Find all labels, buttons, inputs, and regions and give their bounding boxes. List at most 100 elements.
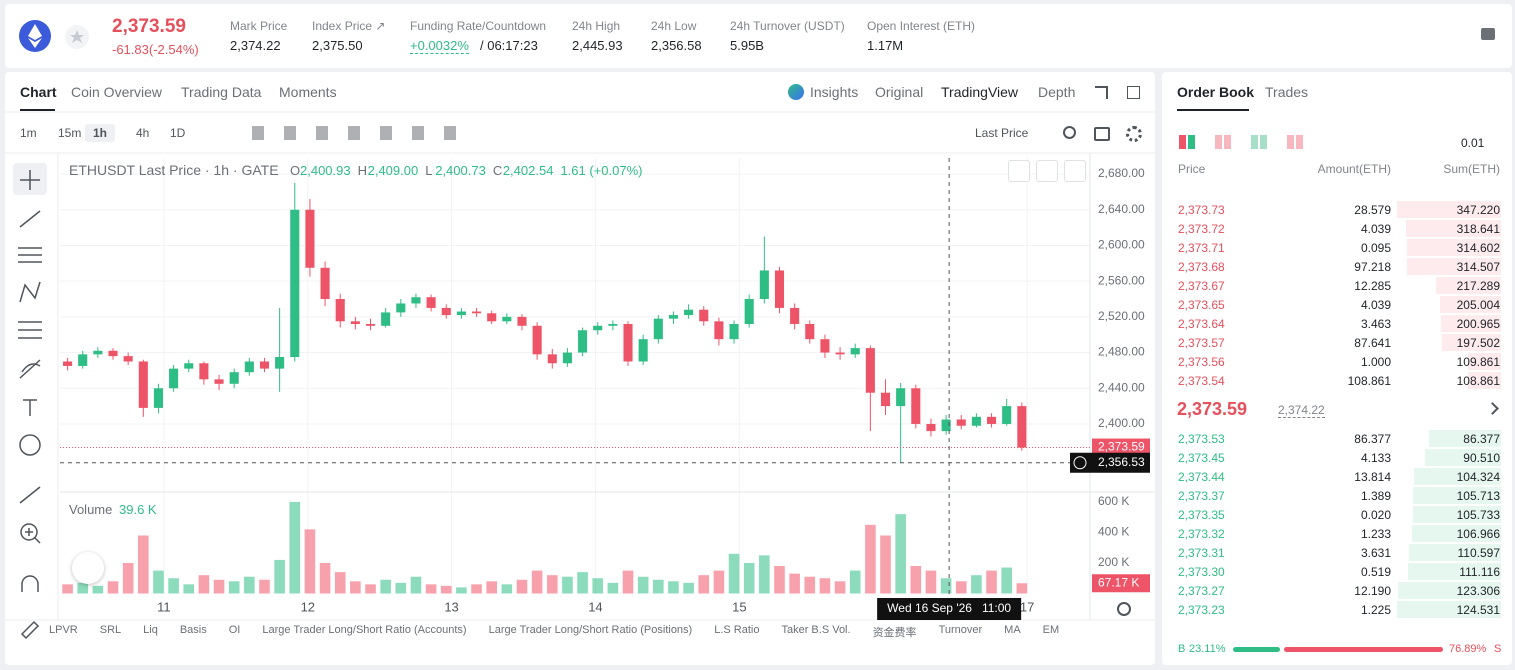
book-amount: 1.233 xyxy=(1360,527,1391,541)
volume-tick-label: 600 K xyxy=(1098,494,1129,508)
indicator-tab[interactable]: Large Trader Long/Short Ratio (Positions… xyxy=(488,624,693,636)
volume-bar xyxy=(743,562,755,594)
view-tab[interactable]: Original xyxy=(875,84,924,100)
volume-bar xyxy=(228,581,240,594)
precision[interactable]: 0.01 xyxy=(1461,136,1485,150)
legend-change: 1.61 (+0.07%) xyxy=(560,163,643,178)
candle-body xyxy=(1017,406,1027,448)
candle-body xyxy=(199,363,209,380)
book-view-toggle[interactable] xyxy=(1179,135,1195,149)
volume-title: Volume xyxy=(69,502,113,517)
indicator-tab[interactable]: OI xyxy=(228,624,241,636)
expand-icon[interactable] xyxy=(1095,86,1108,99)
search-icon[interactable] xyxy=(1063,126,1076,139)
book-tab[interactable]: Trades xyxy=(1265,84,1309,100)
drawing-tools[interactable] xyxy=(13,163,47,640)
stat-value: 2,374.22 xyxy=(230,38,281,53)
book-price: 2,373.45 xyxy=(1178,451,1225,465)
book-amount: 4.133 xyxy=(1360,451,1391,465)
chart-tab[interactable]: Trading Data xyxy=(181,84,262,100)
book-sum: 110.597 xyxy=(1457,546,1501,560)
settings-icon[interactable] xyxy=(1126,126,1142,142)
y-tick-label: 2,640.00 xyxy=(1098,202,1145,216)
volume-bar xyxy=(319,562,331,594)
interval[interactable]: 1m xyxy=(20,126,37,140)
book-sum: 111.116 xyxy=(1459,565,1500,579)
book-view-toggle[interactable] xyxy=(1287,135,1303,149)
view-tab[interactable]: Insights xyxy=(810,84,859,100)
chart-control[interactable] xyxy=(1036,160,1058,182)
volume-bar xyxy=(304,529,316,594)
interval[interactable]: 4h xyxy=(136,126,150,140)
depth-bar xyxy=(1428,430,1501,447)
chart-control[interactable] xyxy=(1008,160,1030,182)
volume-bar xyxy=(834,581,846,594)
book-view-toggle[interactable] xyxy=(1215,135,1231,149)
candle-body xyxy=(138,361,148,408)
book-amount: 86.377 xyxy=(1354,432,1391,446)
indicator-tab[interactable]: Liq xyxy=(143,624,158,636)
volume-bar xyxy=(1016,583,1028,594)
book-price: 2,373.35 xyxy=(1178,508,1225,522)
book-tab[interactable]: Order Book xyxy=(1177,84,1255,100)
candle-body xyxy=(865,348,875,393)
header-menu[interactable] xyxy=(1481,28,1495,40)
indicator-tab[interactable]: MA xyxy=(1004,624,1021,636)
book-price: 2,373.67 xyxy=(1178,279,1225,293)
interval[interactable]: 15m xyxy=(58,126,82,140)
view-tab[interactable]: TradingView xyxy=(941,84,1019,100)
indicator-tab[interactable]: Turnover xyxy=(938,624,983,636)
book-price: 2,373.65 xyxy=(1178,298,1225,312)
y-tick-label: 2,480.00 xyxy=(1098,345,1145,359)
candle-body xyxy=(517,316,527,326)
volume-bar xyxy=(62,584,73,594)
book-view-toggle[interactable] xyxy=(1251,135,1267,149)
book-sum: 109.861 xyxy=(1456,355,1500,369)
indicator-tab[interactable]: 资金费率 xyxy=(872,627,917,639)
volume-bar xyxy=(1001,567,1012,594)
insights-icon xyxy=(788,84,804,100)
indicator-tab[interactable]: SRL xyxy=(99,624,122,636)
book-amount: 0.519 xyxy=(1360,565,1391,579)
chart-tab[interactable]: Chart xyxy=(20,84,57,100)
indicator-tab[interactable]: Basis xyxy=(179,624,207,636)
price-type[interactable]: Last Price xyxy=(975,126,1029,140)
depth-bar xyxy=(1408,563,1501,580)
chart-tab[interactable]: Moments xyxy=(279,84,337,100)
indicator-tab[interactable]: EMA xyxy=(1042,624,1059,636)
stat-value: 2,375.50 xyxy=(312,38,363,53)
indicator-tab[interactable]: LPVR xyxy=(49,624,78,636)
book-sum: 217.289 xyxy=(1456,279,1500,293)
volume-bar xyxy=(380,579,391,594)
camera-icon[interactable] xyxy=(1094,127,1110,141)
volume-bar xyxy=(774,566,785,594)
legend-key: C xyxy=(492,163,503,178)
last-price-tag xyxy=(1092,438,1150,457)
x-tick-label: 12 xyxy=(301,599,315,614)
interval[interactable]: 1h xyxy=(85,124,116,142)
book-sum: 200.965 xyxy=(1456,317,1500,331)
chart-tab[interactable]: Coin Overview xyxy=(71,84,163,100)
volume-bar xyxy=(668,581,679,594)
window-icon[interactable] xyxy=(1127,86,1140,99)
indicator-tab[interactable]: L.S Ratio xyxy=(714,624,760,636)
volume-bar xyxy=(425,584,437,594)
book-amount: 4.039 xyxy=(1360,222,1391,236)
candle-body xyxy=(790,307,800,324)
reset-icon[interactable] xyxy=(1117,602,1131,616)
book-amount: 87.641 xyxy=(1354,336,1391,350)
candle-body xyxy=(971,416,981,426)
stat-value: 5.95B xyxy=(730,38,764,53)
toolbar-icons[interactable] xyxy=(252,126,472,140)
interval[interactable]: 1D xyxy=(170,126,186,140)
chart-control[interactable] xyxy=(1064,160,1086,182)
candle-body xyxy=(562,352,572,364)
view-tab[interactable]: Depth xyxy=(1038,84,1076,100)
column-header: Amount(ETH) xyxy=(1317,162,1391,176)
ticker-bar xyxy=(5,4,1512,68)
volume-bar xyxy=(244,576,255,594)
book-amount: 108.861 xyxy=(1347,374,1391,388)
indicator-tab[interactable]: Large Trader Long/Short Ratio (Accounts) xyxy=(262,624,467,636)
indicator-tab[interactable]: Taker B.S Vol. xyxy=(781,624,851,636)
candle-body xyxy=(593,325,603,331)
